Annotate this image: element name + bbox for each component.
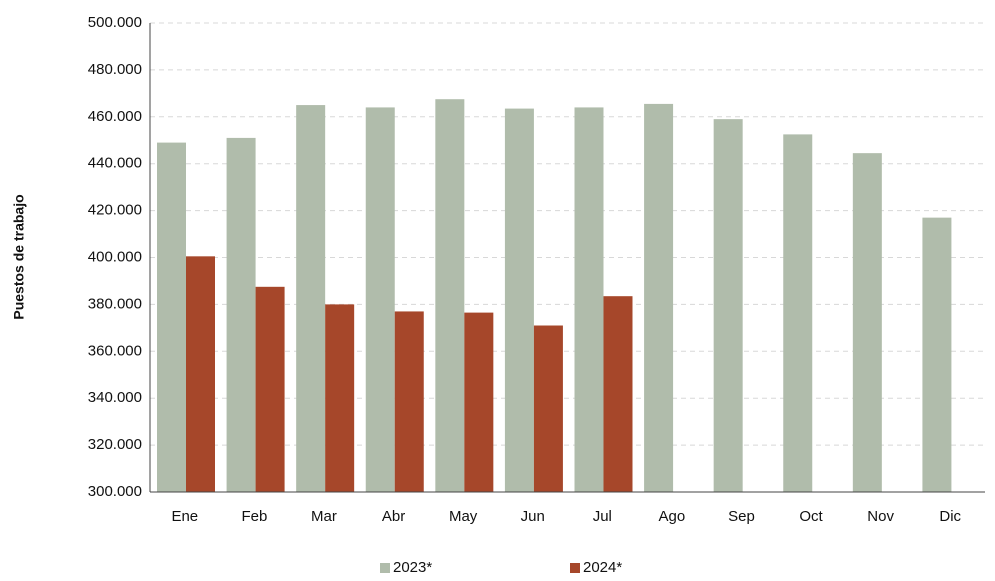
x-tick-label: Feb <box>241 508 267 525</box>
y-axis-label: Puestos de trabajo <box>11 194 27 319</box>
x-tick-label: Sep <box>728 508 755 525</box>
bar <box>157 142 186 492</box>
bar <box>255 286 285 492</box>
y-tick-label: 420.000 <box>88 202 142 219</box>
bar <box>603 296 633 492</box>
bar <box>574 107 604 493</box>
y-tick-label: 340.000 <box>88 389 142 406</box>
y-tick-label: 300.000 <box>88 483 142 500</box>
y-tick-label: 460.000 <box>88 108 142 125</box>
x-tick-label: Dic <box>939 508 961 525</box>
bar <box>713 119 743 493</box>
x-tick-label: May <box>449 508 478 525</box>
bar <box>852 153 882 492</box>
legend-label: 2024* <box>583 559 622 576</box>
y-tick-label: 400.000 <box>88 248 142 265</box>
y-tick-label: 320.000 <box>88 436 142 453</box>
x-tick-label: Nov <box>867 508 894 525</box>
legend-label: 2023* <box>393 559 432 576</box>
x-tick-label: Abr <box>382 508 405 525</box>
y-tick-label: 480.000 <box>88 61 142 78</box>
x-tick-label: Ago <box>659 508 686 525</box>
y-tick-label: 500.000 <box>88 14 142 31</box>
bar <box>783 134 813 492</box>
x-tick-label: Mar <box>311 508 337 525</box>
bar <box>464 312 494 492</box>
legend-swatch <box>570 563 580 573</box>
bar <box>226 137 256 492</box>
bar <box>186 256 215 492</box>
bar <box>644 103 674 492</box>
x-tick-label: Jul <box>593 508 612 525</box>
x-tick-label: Jun <box>521 508 545 525</box>
y-tick-label: 360.000 <box>88 342 142 359</box>
bar <box>922 217 952 492</box>
bar <box>533 325 563 492</box>
bar <box>296 105 326 492</box>
bar <box>394 311 424 492</box>
bar <box>325 304 355 492</box>
bar <box>504 108 534 492</box>
legend-swatch <box>380 563 390 573</box>
bar <box>435 99 465 493</box>
x-tick-label: Ene <box>171 508 198 525</box>
y-tick-label: 440.000 <box>88 155 142 172</box>
bar <box>365 107 395 493</box>
y-tick-label: 380.000 <box>88 295 142 312</box>
x-tick-label: Oct <box>799 508 823 525</box>
